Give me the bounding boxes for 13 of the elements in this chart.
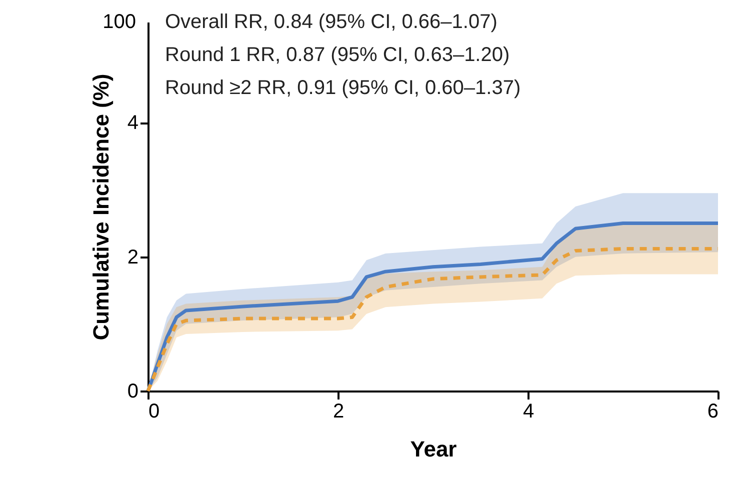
y-tick-label: 0 [127, 380, 138, 402]
x-tick-label: 6 [707, 400, 718, 422]
y-tick-label: 2 [127, 246, 138, 268]
x-tick-label: 0 [148, 400, 160, 422]
text: 100 [102, 11, 136, 33]
annotation: Round 1 RR, 0.87 (95% CI, 0.63–1.20) [165, 44, 510, 66]
x-tick-label: 2 [332, 400, 344, 422]
y-axis-title: Cumulative Incidence (%) [88, 74, 114, 340]
annotation: Overall RR, 0.84 (95% CI, 0.66–1.07) [165, 11, 498, 33]
x-axis-title: Year [410, 436, 458, 462]
y-tick-label: 4 [127, 112, 138, 134]
annotation: Round ≥2 RR, 0.91 (95% CI, 0.60–1.37) [165, 77, 521, 99]
x-tick-label: 4 [522, 400, 534, 422]
